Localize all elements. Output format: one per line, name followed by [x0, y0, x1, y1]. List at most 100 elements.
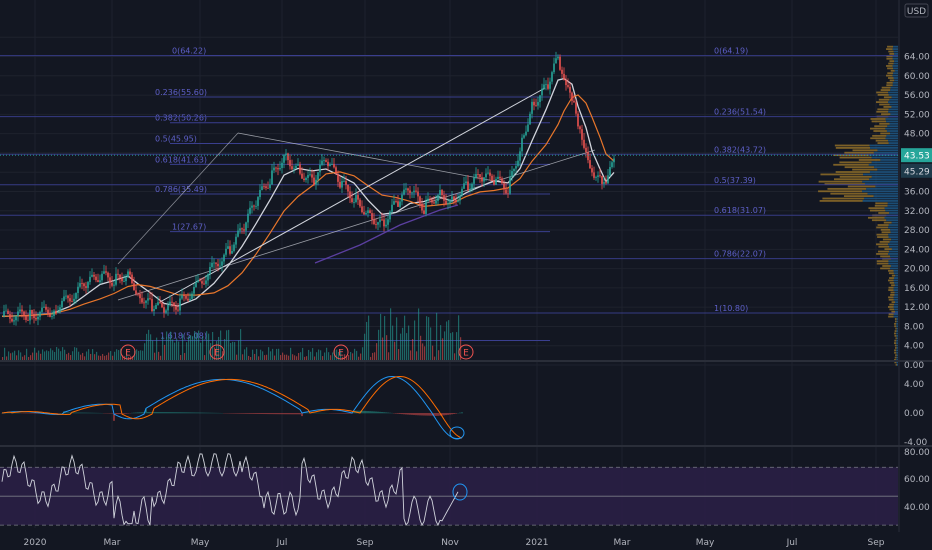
fib-label-left: 0.5(45.95) [155, 135, 197, 144]
candle-body [537, 102, 539, 106]
macd-histogram-bar [155, 412, 157, 414]
candle-body [129, 271, 131, 275]
candle-body [271, 170, 273, 185]
fib-label-right: 0.236(51.54) [714, 108, 766, 117]
volume-bar [254, 353, 256, 360]
candle-body [309, 174, 311, 176]
macd-histogram-bar [269, 413, 271, 415]
candle-body [33, 313, 35, 319]
macd-histogram-bar [75, 412, 77, 414]
candle-body [49, 314, 51, 317]
candle-body [511, 171, 513, 177]
volume-bar [248, 355, 250, 360]
vp-bar-up [888, 253, 898, 255]
volume-bar [202, 336, 204, 360]
macd-histogram-bar [247, 413, 249, 414]
volume-bar [268, 347, 270, 360]
candle-body [113, 284, 115, 286]
macd-histogram-bar [373, 411, 375, 414]
volume-bar [64, 349, 66, 360]
macd-histogram-bar [147, 411, 149, 414]
candle-body [189, 298, 191, 301]
volume-bar [322, 356, 324, 360]
candle-body [115, 273, 117, 285]
volume-bar [226, 330, 228, 360]
volume-bar [164, 344, 166, 360]
candle-body [461, 188, 463, 196]
candle-body [171, 301, 173, 303]
candle-body [85, 286, 87, 288]
volume-bar [224, 339, 226, 360]
volume-bar [404, 315, 406, 360]
macd-histogram-bar [211, 412, 213, 414]
macd-histogram-bar [367, 411, 369, 414]
volume-bar [46, 350, 48, 360]
vp-bar-down [887, 72, 894, 75]
vp-bar-down [884, 248, 892, 251]
vp-bar-down [818, 190, 863, 193]
candle-body [509, 176, 511, 194]
vp-bar-down [869, 209, 886, 212]
vp-bar-up [887, 204, 898, 207]
volume-bar [352, 353, 354, 360]
vp-bar-up [869, 144, 898, 147]
candle-body [391, 204, 393, 212]
candle-body [481, 177, 483, 182]
macd-histogram-bar [411, 413, 413, 415]
candle-body [605, 182, 607, 184]
macd-histogram-bar [407, 413, 409, 415]
vp-bar-down [820, 173, 864, 176]
volume-bar [166, 331, 168, 360]
volume-bar [402, 327, 404, 360]
time-axis-tick: Jul [276, 538, 288, 548]
macd-histogram-bar [161, 412, 163, 414]
macd-histogram-bar [451, 413, 453, 415]
macd-histogram-bar [449, 413, 451, 415]
volume-bar [376, 343, 378, 360]
macd-histogram-bar [301, 413, 303, 417]
candle-body [83, 283, 85, 287]
volume-bar [110, 351, 112, 360]
time-axis[interactable]: 2020 Mar May Jul Sep Nov 2021 Mar May Jul Sep [24, 538, 885, 548]
volume-bar [16, 355, 18, 360]
candle-body [355, 195, 357, 203]
candle-body [441, 190, 443, 196]
vp-bar-up [886, 120, 898, 123]
macd-histogram-bar [251, 413, 253, 414]
vp-bar-up [873, 195, 898, 197]
candle-body [291, 166, 293, 170]
volume-bar [258, 356, 260, 360]
volume-bar [300, 352, 302, 360]
candle-body [555, 58, 557, 64]
price-axis-tick: 28.00 [904, 226, 930, 236]
macd-histogram-bar [291, 413, 293, 415]
candle-body [7, 310, 9, 315]
macd-histogram-bar [149, 411, 151, 414]
vp-bar-up [867, 192, 898, 195]
macd-histogram-bar [349, 413, 351, 414]
candle-body [263, 186, 265, 188]
macd-histogram-bar [401, 413, 403, 415]
candle-body [533, 101, 535, 106]
vp-bar-up [895, 274, 898, 277]
candle-body [89, 276, 91, 283]
volume-bar [100, 355, 102, 360]
vp-bar-down [844, 151, 874, 154]
volume-bar [358, 356, 360, 360]
candle-body [583, 139, 585, 148]
candle-body [131, 274, 133, 284]
candle-body [565, 79, 567, 86]
vp-bar-down [891, 310, 896, 313]
vp-bar-down [895, 354, 897, 357]
volume-bar [218, 336, 220, 360]
candle-body [393, 201, 395, 205]
macd-histogram-bar [203, 412, 205, 414]
vp-bar-up [896, 318, 898, 320]
macd-histogram-bar [237, 413, 239, 414]
vp-bar-up [896, 330, 898, 332]
volume-bar [310, 351, 312, 360]
vp-bar-down [888, 306, 894, 308]
macd-histogram-bar [125, 413, 127, 414]
vp-bar-down [830, 192, 868, 195]
